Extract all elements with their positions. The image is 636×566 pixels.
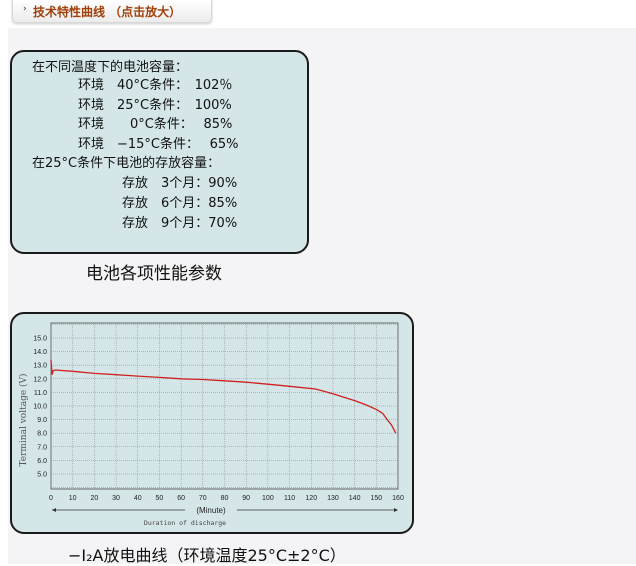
x-tick-label: 20	[90, 495, 98, 502]
y-tick-label: 11.0	[34, 390, 47, 397]
spec-line: 存放 6个月：85%	[122, 196, 238, 211]
x-tick-label: 100	[262, 495, 274, 502]
y-tick-label: 15.0	[33, 336, 47, 343]
spec-line: 环境 25°C条件： 100%	[78, 98, 232, 113]
y-tick-label: 12.0	[33, 376, 47, 383]
x-tick-label: 150	[370, 495, 382, 502]
y-tick-label: 8.0	[37, 431, 47, 438]
y-tick-label: 9.0	[37, 417, 47, 424]
x-tick-label: 80	[221, 495, 229, 502]
x-tick-label: 10	[69, 495, 77, 502]
x-tick-label: 140	[349, 495, 361, 502]
y-tick-label: 10.0	[33, 404, 47, 411]
spec-line: 存放 3个月：90%	[122, 176, 238, 191]
chevron-right-icon: ›	[23, 4, 27, 14]
y-axis-label: Terminal voltage (V)	[18, 373, 29, 466]
discharge-curve	[50, 359, 397, 434]
x-axis-sublabel: Duration of discharge	[144, 519, 226, 527]
x-axis-label: (Minute)	[196, 506, 226, 515]
x-tick-label: 60	[177, 495, 185, 502]
y-tick-label: 14.0	[33, 349, 47, 356]
battery-specs-panel: 在不同温度下的电池容量： 环境 40°C条件： 102％ 环境 25°C条件： …	[10, 50, 309, 254]
y-tick-label: 13.0	[33, 363, 47, 370]
x-tick-label: 110	[284, 495, 295, 502]
spec-line: 环境 40°C条件： 102％	[78, 78, 233, 93]
x-tick-label: 70	[199, 495, 207, 502]
tech-curve-tab[interactable]: › 技术特性曲线 （点击放大）	[12, 0, 212, 23]
spec-line: 在不同温度下的电池容量：	[32, 60, 189, 75]
spec-line: 环境 −15°C条件： 65%	[78, 137, 239, 152]
specs-caption: 电池各项性能参数	[86, 264, 222, 284]
spec-line: 存放 9个月：70%	[122, 216, 238, 231]
spec-line: 环境 0°C条件： 85%	[78, 117, 233, 132]
x-tick-label: 30	[112, 495, 120, 502]
x-tick-label: 0	[49, 495, 53, 502]
x-tick-label: 160	[392, 495, 404, 502]
x-tick-label: 50	[156, 495, 164, 502]
x-tick-label: 40	[134, 495, 142, 502]
x-tick-label: 90	[242, 495, 250, 502]
tab-label: 技术特性曲线 （点击放大）	[33, 5, 182, 19]
x-tick-label: 130	[327, 495, 339, 502]
y-tick-label: 6.0	[37, 458, 47, 465]
x-tick-label: 120	[305, 495, 317, 502]
y-tick-label: 7.0	[37, 444, 47, 451]
chart-caption: −I₂A放电曲线（环境温度25°C±2°C）	[68, 546, 346, 565]
spec-line: 在25°C条件下电池的存放容量：	[32, 156, 221, 171]
y-tick-label: 5.0	[37, 472, 47, 479]
